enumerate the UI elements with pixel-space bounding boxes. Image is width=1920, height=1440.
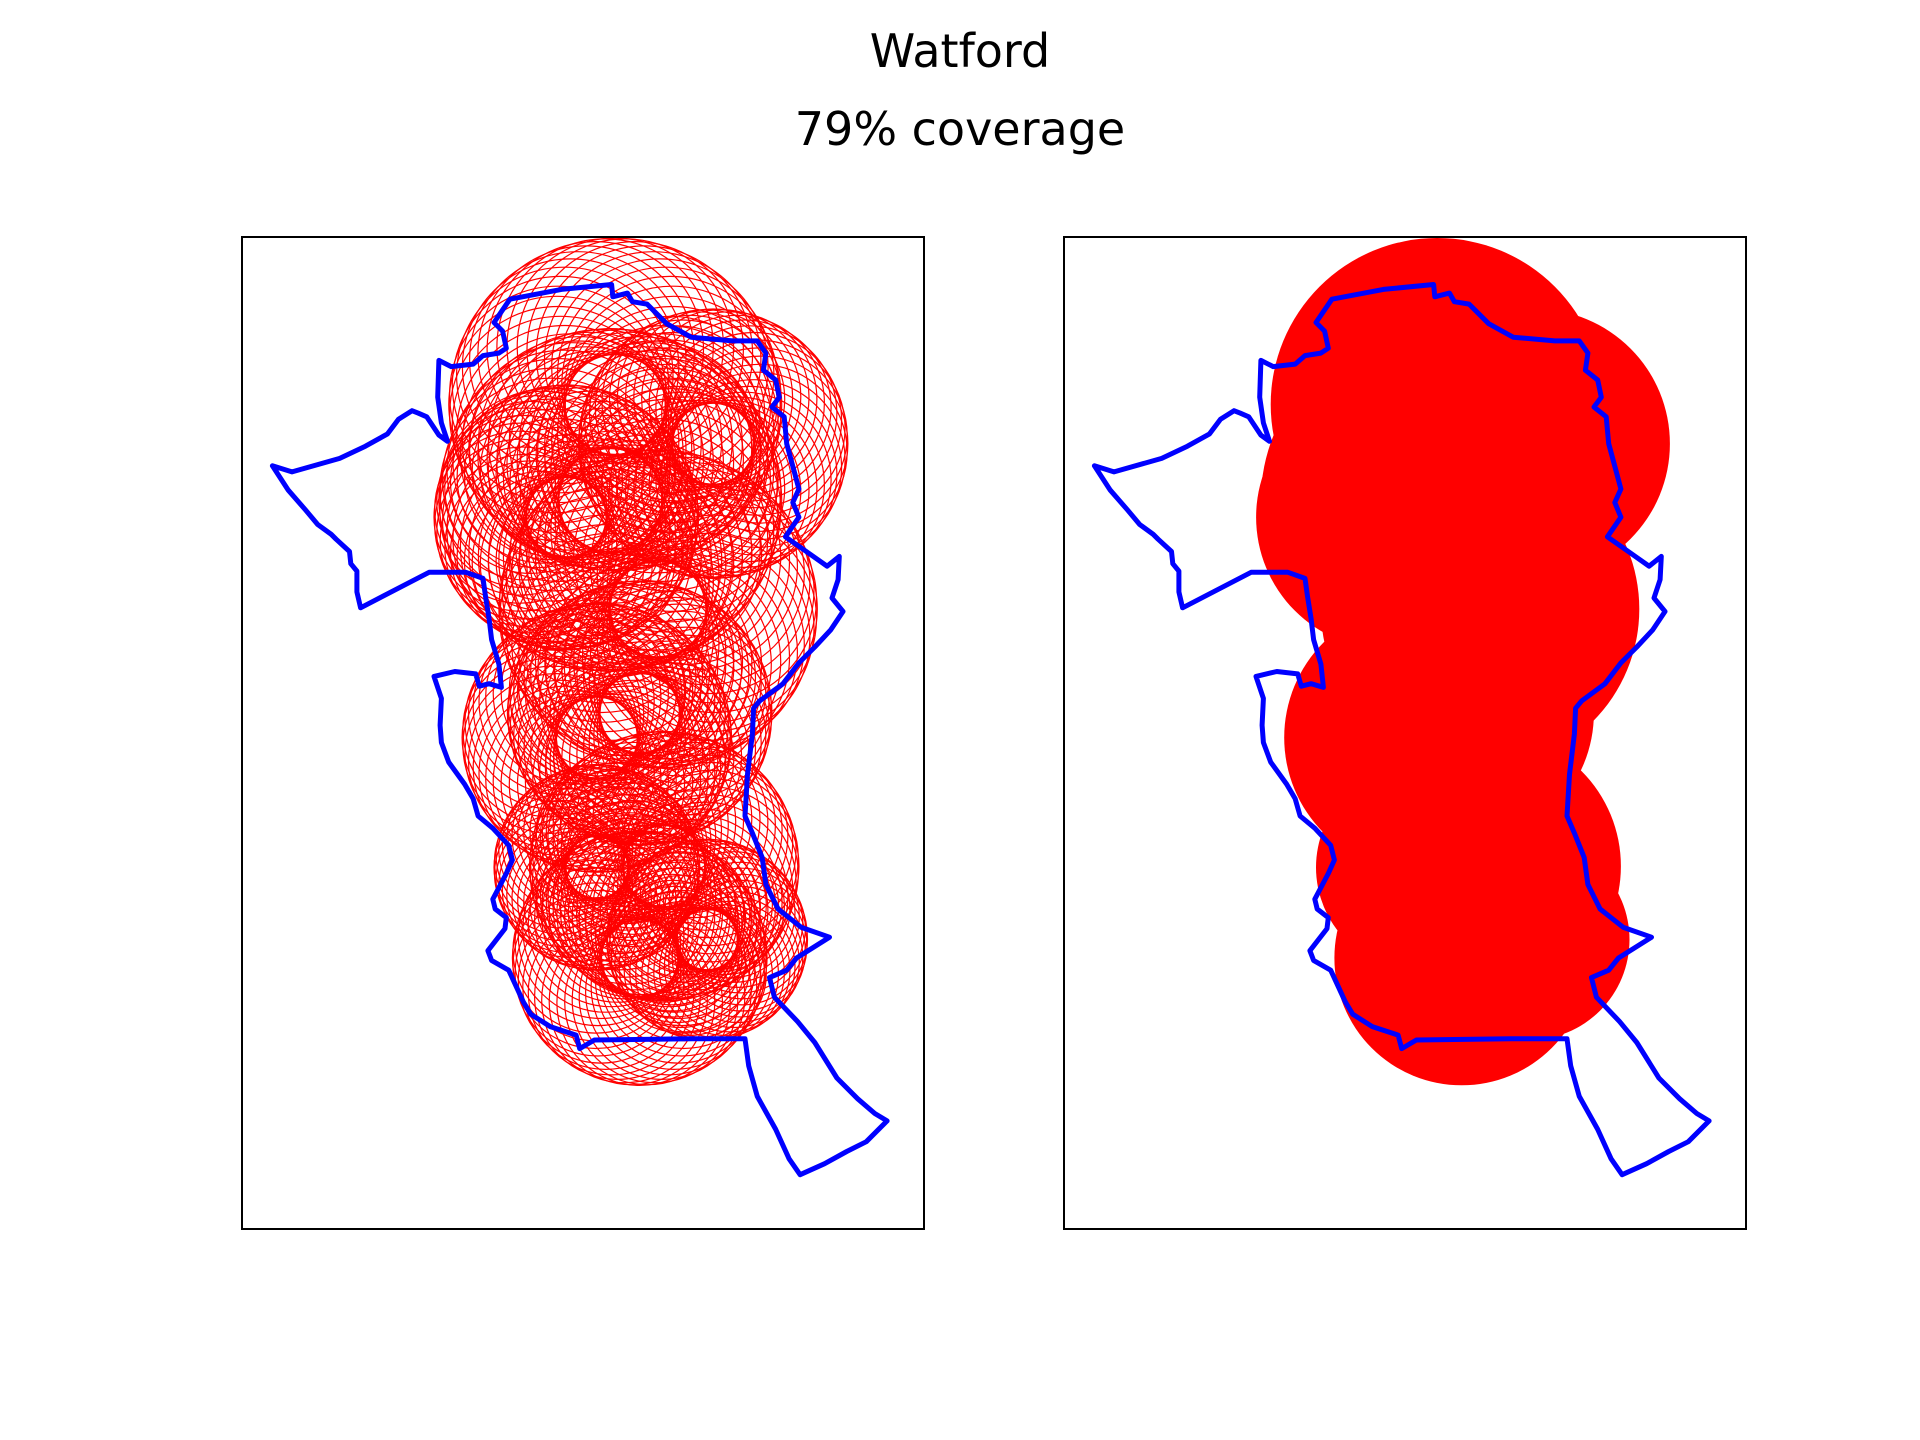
coverage-circle [606, 741, 783, 919]
coverage-circle [495, 387, 669, 561]
coverage-circle [557, 776, 693, 912]
coverage-circle [578, 347, 755, 524]
coverage-circle [608, 399, 786, 577]
figure-title: Watford [869, 24, 1051, 78]
coverage-circle [522, 846, 689, 1013]
coverage-circle [434, 422, 608, 596]
coverage-circle [523, 591, 697, 765]
coverage-circle [590, 846, 758, 1013]
coverage-circle [661, 325, 838, 502]
coverage-circle [449, 395, 624, 569]
coverage-circle [620, 761, 797, 939]
coverage-circle [641, 311, 818, 488]
watford-boundary [269, 282, 890, 1178]
coverage-circle-outlines [433, 238, 849, 1086]
coverage-circle [541, 766, 677, 902]
watford-boundary [1091, 282, 1712, 1178]
coverage-circle [514, 859, 682, 1027]
coverage-circle [501, 776, 637, 912]
coverage-circle [563, 787, 699, 923]
coverage-circle [655, 319, 832, 496]
coverage-circle [495, 787, 631, 923]
coverage-circle [451, 275, 670, 494]
coverage-circle [633, 309, 810, 486]
coverage-circle [528, 336, 753, 561]
coverage-circle [527, 840, 695, 1008]
coverage-circle [560, 781, 696, 917]
coverage-circle [600, 866, 767, 1034]
coverage-circle [502, 390, 676, 564]
figure-subtitle: 79% coverage [794, 102, 1126, 156]
coverage-circle [564, 830, 731, 998]
coverage-circle [582, 591, 757, 765]
coverage-circle [517, 833, 653, 969]
coverage-filled-area [1256, 238, 1670, 1086]
coverage-circle [547, 768, 683, 904]
coverage-circle [552, 772, 688, 908]
coverage-circle [436, 414, 610, 588]
coverage-circle [512, 866, 680, 1034]
map-panel-outlines [241, 236, 925, 1230]
coverage-filled-map [1091, 238, 1712, 1178]
coverage-circle [535, 764, 671, 900]
coverage-circle [576, 586, 750, 760]
coverage-circle [665, 331, 843, 509]
coverage-disc [1316, 764, 1522, 971]
coverage-circle [622, 769, 799, 947]
coverage-circle [487, 385, 661, 559]
coverage-circle [519, 407, 693, 581]
coverage-outline-map [269, 238, 890, 1178]
coverage-circle [648, 314, 825, 492]
coverage-circle [569, 583, 743, 757]
coverage-circle [594, 852, 762, 1020]
coverage-circle [444, 400, 618, 574]
coverage-circle [561, 580, 735, 755]
coverage-circle [515, 400, 689, 574]
coverage-circle [564, 793, 700, 929]
coverage-circle [493, 793, 629, 929]
coverage-circle [578, 836, 746, 1003]
map-panel-filled [1063, 236, 1747, 1230]
coverage-circle [509, 395, 683, 569]
coverage-circle [598, 859, 765, 1027]
